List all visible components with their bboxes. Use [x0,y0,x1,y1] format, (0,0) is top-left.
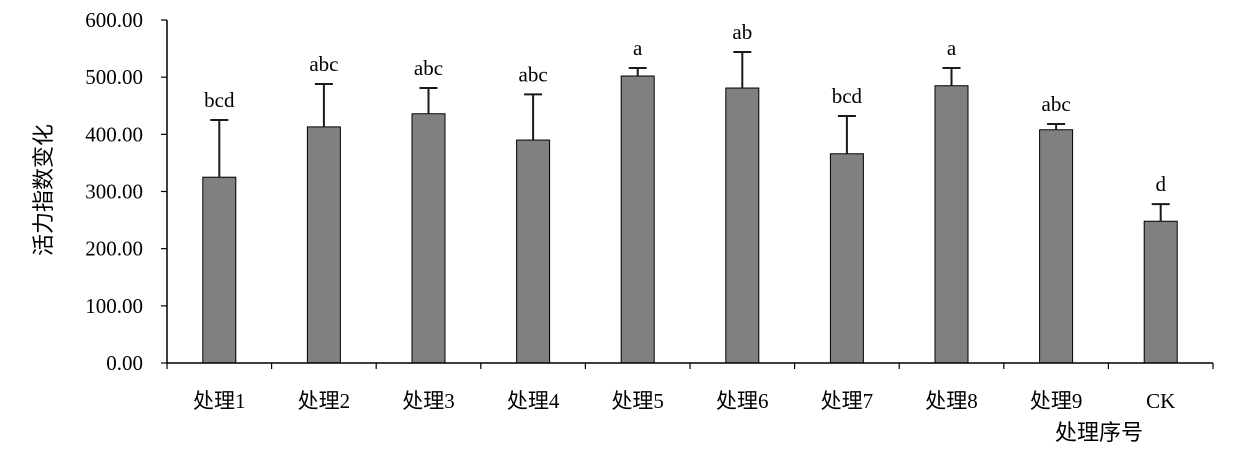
bars-group [202,75,1178,364]
bar-10 [1143,220,1178,364]
y-axis-title: 活力指数变化 [31,124,56,256]
bar-1 [202,176,237,364]
error-bar-8 [942,67,961,86]
error-bar-5 [628,67,647,77]
x-tick-label: 处理1 [193,389,246,413]
x-tick-label: 处理2 [298,389,351,413]
y-tick-label: 100.00 [85,294,143,318]
significance-label: bcd [832,84,863,108]
error-bar-4 [524,93,543,141]
error-bar-10 [1151,203,1170,222]
y-tick-label: 400.00 [85,122,143,146]
error-bar-9 [1047,123,1066,130]
significance-label: bcd [204,88,235,112]
x-tick-label: 处理3 [402,389,455,413]
y-tick-label: 200.00 [85,237,143,261]
error-bar-2 [314,83,333,127]
error-bar-3 [419,87,438,114]
significance-label: abc [1042,92,1071,116]
x-tick-label: 处理6 [716,389,769,413]
bar-8 [934,85,969,364]
significance-label: abc [519,62,548,86]
x-axis-title: 处理序号 [1055,420,1143,445]
significance-label: ab [732,20,752,44]
bar-4 [516,139,551,364]
ticks-group [161,19,1214,369]
x-tick-label: 处理4 [507,389,560,413]
y-tick-label: 0.00 [106,351,143,375]
x-tick-label: 处理9 [1030,389,1083,413]
x-tick-label: 处理8 [925,389,978,413]
significance-label: d [1155,172,1166,196]
bar-2 [306,126,341,364]
error-bar-7 [837,115,856,154]
error-bar-1 [210,119,229,178]
x-tick-label: 处理7 [821,389,874,413]
x-tick-label: 处理5 [611,389,664,413]
y-tick-label: 300.00 [85,180,143,204]
significance-label: a [947,36,957,60]
bar-9 [1039,129,1074,364]
y-tick-label: 500.00 [85,65,143,89]
y-tick-label: 600.00 [85,8,143,32]
bar-6 [725,87,760,364]
significance-label: a [633,36,643,60]
bar-7 [829,153,864,364]
bar-3 [411,113,446,364]
x-tick-label: CK [1146,389,1175,413]
error-bar-6 [733,51,752,89]
error-bars-group [210,51,1170,222]
labels-group: bcd 处理1 abc 处理2 abc 处理3 abc 处理4 a 处理5 ab 处理6 bcd 处理7 a… [85,8,1175,413]
significance-label: abc [414,56,443,80]
bar-5 [620,75,655,364]
significance-label: abc [309,52,338,76]
